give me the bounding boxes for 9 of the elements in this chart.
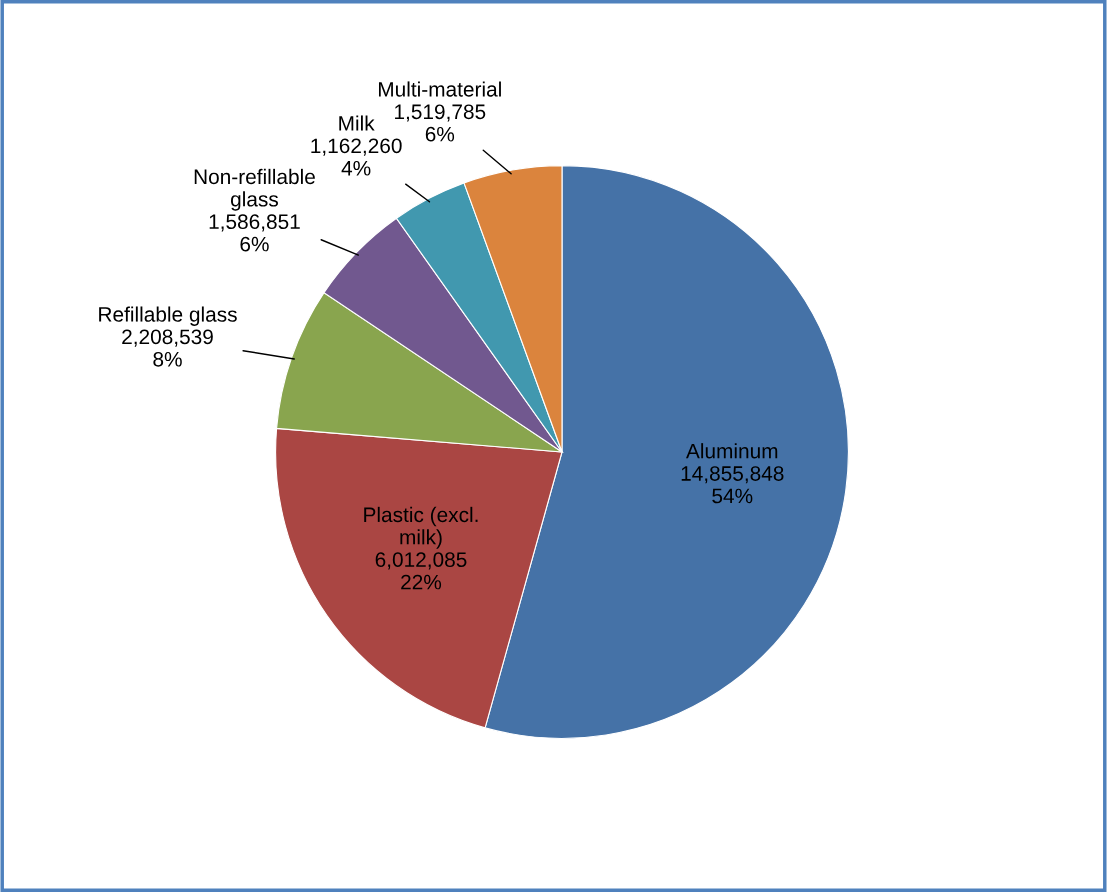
data-label: 2,208,539 8%: [122, 329, 213, 367]
data-label: 14,855,848 54%: [681, 466, 784, 504]
slice-label: Refillable glass: [99, 306, 237, 326]
slice-label: Multi-material: [378, 81, 501, 97]
slice-label: Milk: [339, 115, 375, 131]
slice-label: Aluminum: [685, 443, 778, 459]
slice-label: Plastic (excl. milk): [364, 506, 478, 549]
data-label: 1,586,851 6%: [209, 214, 300, 252]
data-label: 6,012,085 22%: [375, 552, 467, 590]
